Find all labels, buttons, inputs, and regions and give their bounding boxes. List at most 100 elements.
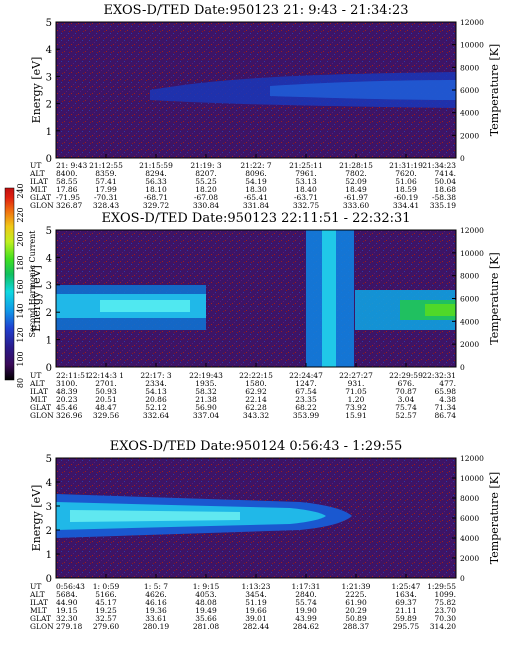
- ephemeris-cell: 19.25: [95, 606, 117, 615]
- ephemeris-cell: 53.13: [295, 177, 317, 186]
- y2-tick-label: 10000: [460, 474, 484, 483]
- ephemeris-cell: 75.82: [435, 598, 457, 607]
- ephemeris-cell: 55.74: [295, 598, 317, 607]
- spectrogram-intensity: [56, 494, 352, 538]
- y-tick-label: 4: [46, 45, 52, 56]
- ephemeris-cell: 70.87: [395, 387, 417, 396]
- ephemeris-cell: 7802.: [345, 169, 366, 178]
- ephemeris-cell: 52.57: [395, 411, 417, 420]
- y2-axis-label: Temperature [K]: [488, 252, 501, 344]
- y2-tick-label: 2000: [460, 340, 479, 349]
- y2-tick-label: 8000: [460, 272, 479, 281]
- spectrogram-intensity: [150, 72, 456, 108]
- y-tick-label: 0: [46, 363, 52, 374]
- ephemeris-cell: 22:19:43: [189, 371, 223, 380]
- ephemeris-cell: 5166.: [95, 590, 116, 599]
- ephemeris-cell: 21:15:59: [139, 161, 173, 170]
- y-tick-label: 3: [46, 502, 52, 513]
- colorbar: 80 100 120 140 160 180 200 220 240 Second Harmon…: [4, 183, 37, 388]
- ephemeris-cell: 58.32: [195, 387, 217, 396]
- ephemeris-cell: 335.19: [430, 201, 456, 210]
- y2-tick-label: 6000: [460, 514, 479, 523]
- ephemeris-cell: 477.: [439, 379, 456, 388]
- ephemeris-cell: 71.34: [435, 403, 457, 412]
- ephemeris-cell: 20.86: [145, 395, 167, 404]
- ephemeris-cell: 19.66: [245, 606, 267, 615]
- ephemeris-cell: 22:32:31: [422, 371, 456, 380]
- y2-tick-label: 0: [460, 574, 465, 583]
- ephemeris-cell: 56.33: [145, 177, 167, 186]
- ephemeris-cell: 4053.: [195, 590, 216, 599]
- panels: EXOS-D/TED Date:950123 21: 9:43 - 21:34:…: [29, 3, 501, 631]
- ephemeris-cell: 50.93: [95, 387, 117, 396]
- y-axis-label: Energy [eV]: [30, 265, 43, 332]
- ephemeris-cell: 22:27:27: [339, 371, 373, 380]
- ephemeris-cell: 33.61: [145, 614, 166, 623]
- ephemeris-cell: 52.12: [145, 403, 167, 412]
- ephemeris-cell: 4.38: [439, 395, 456, 404]
- y2-tick-label: 6000: [460, 295, 479, 304]
- colorbar-label: Second Harmonic Current: [28, 230, 37, 338]
- y2-tick-label: 4000: [460, 534, 479, 543]
- y2-tick-label: 10000: [460, 249, 484, 258]
- y2-tick-label: 6000: [460, 86, 479, 95]
- ephemeris-cell: 20.29: [345, 606, 367, 615]
- colorbar-tick-label: 240: [16, 183, 25, 198]
- ephemeris-cell: 75.74: [395, 403, 417, 412]
- ephemeris-cell: 1247.: [295, 379, 316, 388]
- ephemeris-cell: 280.19: [143, 622, 169, 631]
- ephemeris-cell: -67.08: [194, 193, 218, 202]
- ephemeris-cell: 54.13: [145, 387, 167, 396]
- colorbar-tick-label: 80: [16, 378, 25, 388]
- ephemeris-row-label: UT: [30, 582, 41, 591]
- panel-title: EXOS-D/TED Date:950123 21: 9:43 - 21:34:…: [104, 3, 409, 18]
- ephemeris-cell: 1:25:47: [392, 582, 421, 591]
- ephemeris-cell: 19.90: [295, 606, 317, 615]
- ephemeris-row-label: GLON: [30, 411, 54, 420]
- ephemeris-cell: 69.37: [395, 598, 417, 607]
- ephemeris-cell: 21:25:11: [289, 161, 323, 170]
- y2-tick-label: 4000: [460, 317, 479, 326]
- ephemeris-cell: 21:34:23: [422, 161, 456, 170]
- y2-tick-label: 2000: [460, 554, 479, 563]
- ephemeris-cell: 331.84: [243, 201, 269, 210]
- ephemeris-cell: 5684.: [56, 590, 77, 599]
- ephemeris-row-label: ILAT: [30, 598, 48, 607]
- y-tick-label: 1: [46, 550, 52, 561]
- y-tick-label: 5: [46, 226, 52, 237]
- y2-axis-label: Temperature [K]: [488, 472, 501, 564]
- ephemeris-cell: 334.41: [393, 201, 419, 210]
- y2-tick-label: 12000: [460, 454, 484, 463]
- ephemeris-cell: 7620.: [395, 169, 416, 178]
- ephemeris-cell: 21:12:55: [89, 161, 123, 170]
- panel-3: EXOS-D/TED Date:950124 0:56:43 - 1:29:55…: [29, 439, 501, 631]
- ephemeris-cell: 282.44: [243, 622, 269, 631]
- colorbar-tick-label: 220: [16, 207, 25, 222]
- ephemeris-cell: 8096.: [245, 169, 266, 178]
- ephemeris-cell: 55.25: [195, 177, 217, 186]
- ephemeris-cell: 56.90: [195, 403, 217, 412]
- ephemeris-cell: 17.86: [56, 185, 78, 194]
- y-tick-label: 3: [46, 72, 52, 83]
- ephemeris-row-label: MLT: [30, 185, 47, 194]
- y-tick-label: 3: [46, 281, 52, 292]
- ephemeris-cell: 676.: [398, 379, 415, 388]
- ephemeris-cell: 23.35: [295, 395, 317, 404]
- ephemeris-cell: 295.75: [393, 622, 419, 631]
- y-tick-label: 1: [46, 127, 52, 138]
- ephemeris-cell: -60.19: [394, 193, 418, 202]
- ephemeris-row-label: ALT: [29, 379, 45, 388]
- ephemeris-cell: 18.40: [295, 185, 317, 194]
- colorbar-tick-label: 180: [16, 255, 25, 270]
- ephemeris-cell: 17.99: [95, 185, 117, 194]
- ephemeris-cell: 8294.: [145, 169, 166, 178]
- ephemeris-cell: 48.39: [56, 387, 78, 396]
- ephemeris-cell: 284.62: [293, 622, 319, 631]
- y-tick-label: 5: [46, 454, 52, 465]
- ephemeris-cell: -65.41: [244, 193, 268, 202]
- ephemeris-cell: 68.22: [295, 403, 317, 412]
- ephemeris-cell: 7961.: [295, 169, 316, 178]
- ephemeris-cell: 2225.: [345, 590, 366, 599]
- ephemeris-cell: 8400.: [56, 169, 77, 178]
- ephemeris-table: UT 0:56:43 1: 0:59 1: 5: 7 1: 9:15 1:13:23 1:1…: [29, 582, 456, 631]
